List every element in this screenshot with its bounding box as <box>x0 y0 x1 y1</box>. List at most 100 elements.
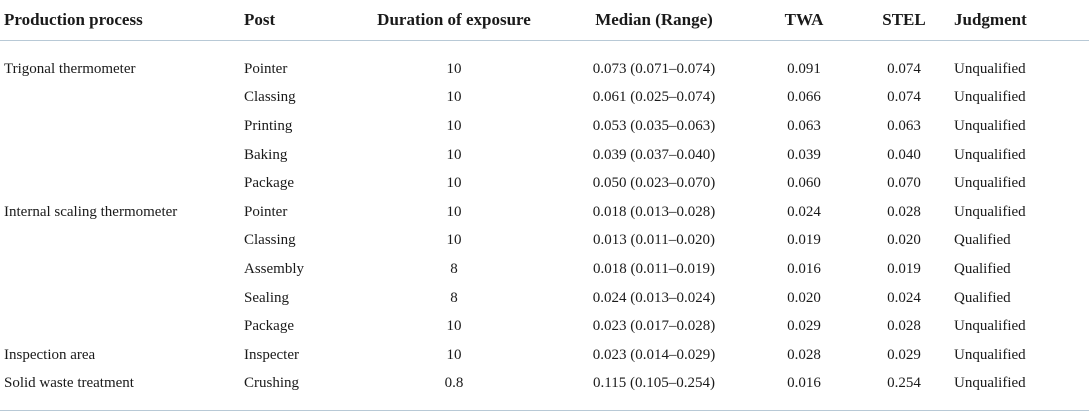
cell-process <box>0 84 244 113</box>
cell-stel: 0.020 <box>887 232 921 249</box>
table-row: Package 10 0.023 (0.017–0.028) 0.029 0.0… <box>0 312 1089 341</box>
cell-stel: 0.028 <box>887 203 921 220</box>
cell-duration: 10 <box>446 89 462 106</box>
cell-median: 0.013 (0.011–0.020) <box>593 232 715 249</box>
cell-process <box>0 169 244 198</box>
table-row: Inspection area Inspecter 10 0.023 (0.01… <box>0 341 1089 370</box>
cell-process <box>0 141 244 170</box>
cell-stel: 0.024 <box>887 289 921 306</box>
cell-twa: 0.028 <box>787 346 821 363</box>
cell-median: 0.053 (0.035–0.063) <box>592 117 716 134</box>
cell-median: 0.039 (0.037–0.040) <box>592 146 716 163</box>
cell-duration: 8 <box>450 260 458 277</box>
cell-median: 0.073 (0.071–0.074) <box>592 60 716 77</box>
cell-post: Package <box>244 318 294 335</box>
cell-twa: 0.091 <box>787 60 821 77</box>
cell-duration: 10 <box>446 318 462 335</box>
cell-duration: 10 <box>446 175 462 192</box>
table-row: Package 10 0.050 (0.023–0.070) 0.060 0.0… <box>0 169 1089 198</box>
cell-judgment: Unqualified <box>954 117 1026 134</box>
cell-judgment: Unqualified <box>954 203 1026 220</box>
cell-judgment: Unqualified <box>954 346 1026 363</box>
cell-median: 0.050 (0.023–0.070) <box>592 175 716 192</box>
cell-twa: 0.066 <box>787 89 821 106</box>
table-row: Internal scaling thermometer Pointer 10 … <box>0 198 1089 227</box>
cell-stel: 0.063 <box>887 117 921 134</box>
table-row: Classing 10 0.061 (0.025–0.074) 0.066 0.… <box>0 84 1089 113</box>
header-duration: Duration of exposure <box>354 0 554 41</box>
cell-twa: 0.020 <box>787 289 821 306</box>
cell-duration: 10 <box>446 232 462 249</box>
cell-stel: 0.070 <box>887 175 921 192</box>
cell-twa: 0.024 <box>787 203 821 220</box>
cell-post: Crushing <box>244 375 300 392</box>
cell-duration: 0.8 <box>444 375 464 392</box>
cell-stel: 0.028 <box>887 318 921 335</box>
cell-post: Sealing <box>244 289 289 306</box>
cell-stel: 0.019 <box>887 260 921 277</box>
cell-post: Inspecter <box>244 346 299 363</box>
cell-duration: 10 <box>446 203 462 220</box>
cell-process <box>0 255 244 284</box>
table-row: Classing 10 0.013 (0.011–0.020) 0.019 0.… <box>0 227 1089 256</box>
table-row: Printing 10 0.053 (0.035–0.063) 0.063 0.… <box>0 112 1089 141</box>
cell-stel: 0.074 <box>887 89 921 106</box>
header-row: Production process Post Duration of expo… <box>0 0 1089 41</box>
cell-process <box>0 284 244 313</box>
cell-judgment: Qualified <box>954 289 1011 306</box>
cell-stel: 0.254 <box>887 375 921 392</box>
header-production-process: Production process <box>0 0 244 41</box>
cell-process: Internal scaling thermometer <box>4 203 178 220</box>
cell-stel: 0.029 <box>887 346 921 363</box>
cell-duration: 10 <box>446 146 462 163</box>
header-post: Post <box>244 0 354 41</box>
cell-judgment: Qualified <box>954 232 1011 249</box>
table-row: Assembly 8 0.018 (0.011–0.019) 0.016 0.0… <box>0 255 1089 284</box>
table-row: Sealing 8 0.024 (0.013–0.024) 0.020 0.02… <box>0 284 1089 313</box>
cell-median: 0.024 (0.013–0.024) <box>592 289 716 306</box>
cell-process: Solid waste treatment <box>4 375 134 392</box>
cell-median: 0.023 (0.017–0.028) <box>592 318 716 335</box>
cell-median: 0.061 (0.025–0.074) <box>592 89 716 106</box>
cell-stel: 0.040 <box>887 146 921 163</box>
cell-judgment: Unqualified <box>954 146 1026 163</box>
cell-duration: 10 <box>446 60 462 77</box>
cell-twa: 0.060 <box>787 175 821 192</box>
cell-twa: 0.029 <box>787 318 821 335</box>
cell-process: Trigonal thermometer <box>4 60 136 77</box>
cell-median: 0.115 (0.105–0.254) <box>593 375 715 392</box>
cell-twa: 0.019 <box>787 232 821 249</box>
header-stel: STEL <box>854 0 954 41</box>
cell-duration: 10 <box>446 117 462 134</box>
cell-stel: 0.074 <box>887 60 921 77</box>
cell-twa: 0.063 <box>787 117 821 134</box>
cell-median: 0.023 (0.014–0.029) <box>592 346 716 363</box>
table-row: Solid waste treatment Crushing 0.8 0.115… <box>0 370 1089 411</box>
cell-duration: 8 <box>450 289 458 306</box>
header-twa: TWA <box>754 0 854 41</box>
cell-twa: 0.016 <box>787 260 821 277</box>
cell-judgment: Unqualified <box>954 89 1026 106</box>
cell-twa: 0.039 <box>787 146 821 163</box>
table-row: Trigonal thermometer Pointer 10 0.073 (0… <box>0 41 1089 84</box>
cell-post: Package <box>244 175 294 192</box>
cell-judgment: Unqualified <box>954 318 1026 335</box>
table-row: Baking 10 0.039 (0.037–0.040) 0.039 0.04… <box>0 141 1089 170</box>
cell-post: Printing <box>244 117 293 134</box>
cell-process: Inspection area <box>4 346 96 363</box>
cell-duration: 10 <box>446 346 462 363</box>
cell-process <box>0 227 244 256</box>
cell-judgment: Unqualified <box>954 375 1026 392</box>
cell-post: Assembly <box>244 260 304 277</box>
header-judgment: Judgment <box>954 0 1089 41</box>
cell-judgment: Unqualified <box>954 175 1026 192</box>
cell-process <box>0 312 244 341</box>
cell-median: 0.018 (0.013–0.028) <box>592 203 716 220</box>
cell-post: Classing <box>244 232 296 249</box>
cell-post: Pointer <box>244 60 288 77</box>
header-median-range: Median (Range) <box>554 0 754 41</box>
cell-post: Pointer <box>244 203 288 220</box>
cell-twa: 0.016 <box>787 375 821 392</box>
